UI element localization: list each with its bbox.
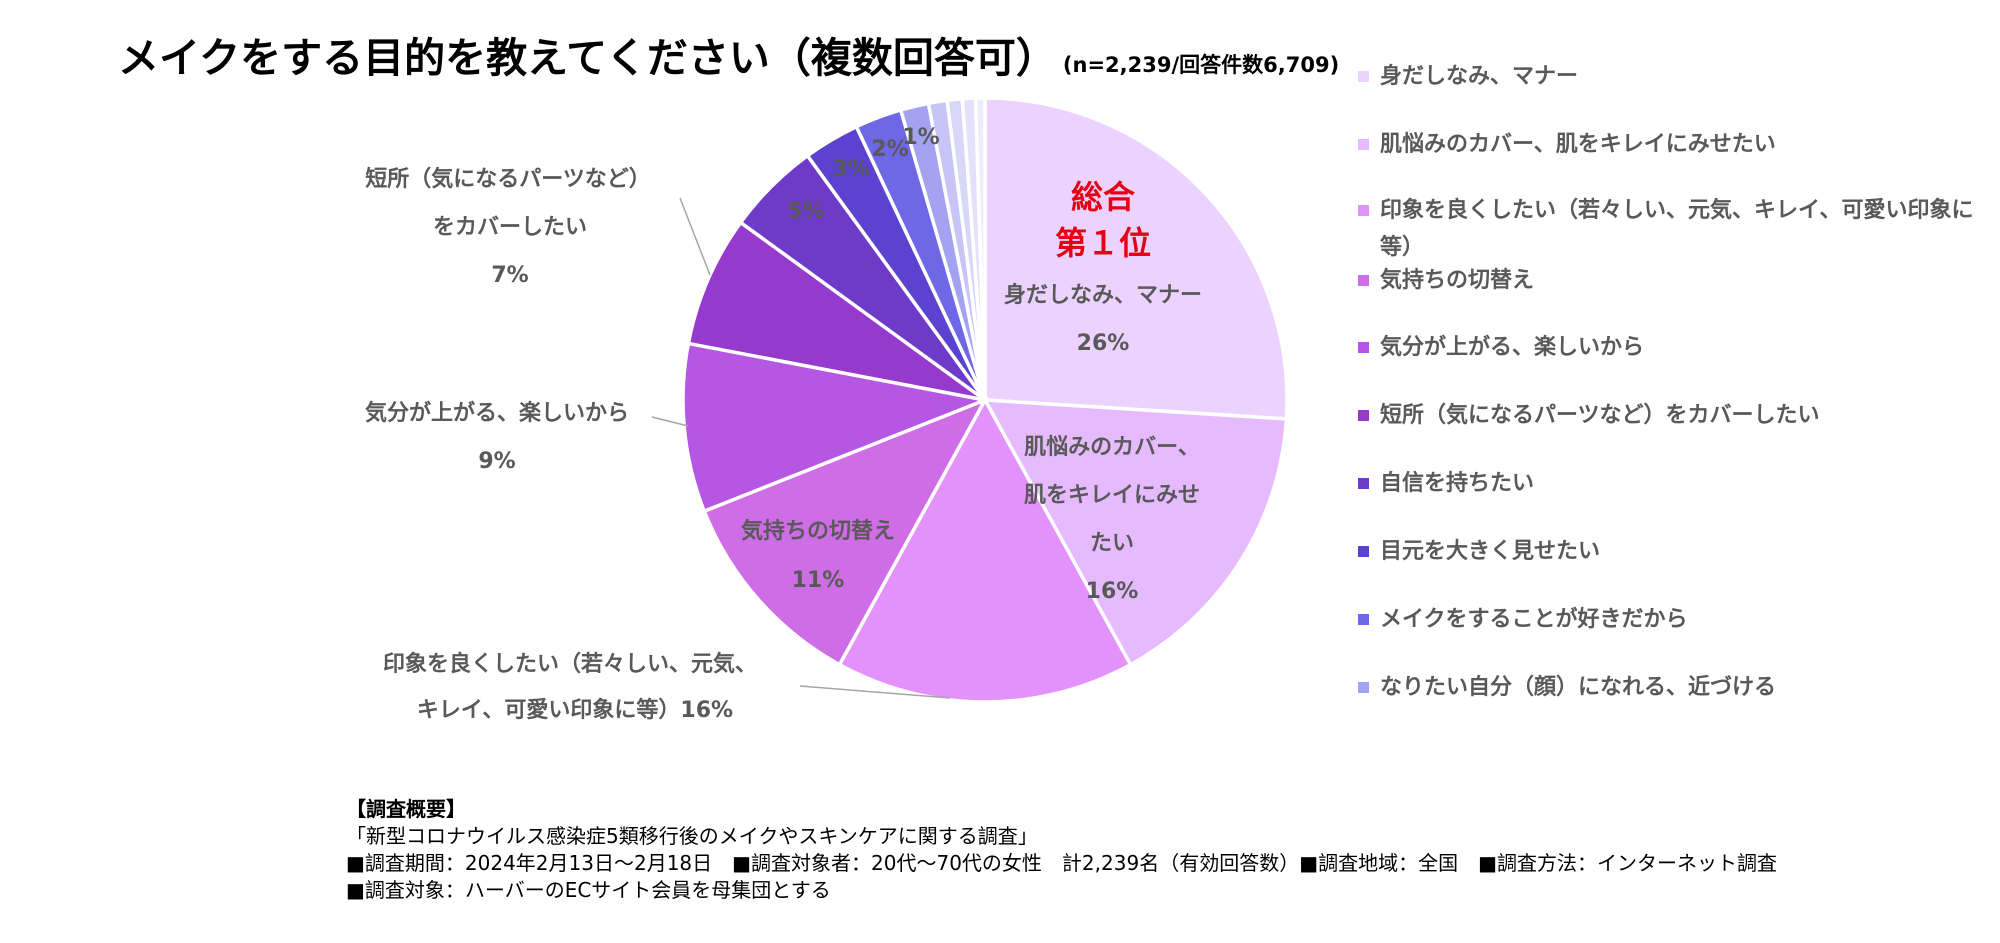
leader-line (651, 416, 689, 427)
slice-label: 気持ちの切替え (741, 518, 895, 544)
footer-heading: 【調査概要】 (346, 797, 466, 821)
legend-item: 気持ちの切替え (1358, 262, 1990, 299)
legend-label: 自信を持ちたい (1380, 471, 1535, 496)
legend-swatch (1358, 682, 1369, 693)
legend-swatch (1358, 614, 1369, 625)
slice-value-label: 16% (1086, 579, 1139, 604)
slice-label: 肌をキレイにみせ (1024, 483, 1200, 508)
legend-item: 身だしなみ、マナー (1358, 58, 1990, 95)
slice-value-label: 9% (478, 449, 515, 474)
pie-slice (981, 398, 1289, 668)
legend-swatch (1358, 410, 1369, 421)
slice-label: 肌悩みのカバー、 (1024, 435, 1200, 460)
survey-footer: 【調査概要】 「新型コロナウイルス感染症5類移行後のメイクやスキンケアに関する調… (346, 796, 1777, 904)
legend-label: 印象を良くしたい（若々しい、元気、キレイ、可愛い印象に等） (1380, 198, 1974, 260)
legend-swatch (1358, 205, 1369, 216)
leader-line (799, 685, 951, 699)
chart-subtitle: (n=2,239/回答件数6,709) (1062, 53, 1340, 77)
chart-title: メイクをする目的を教えてください（複数回答可） (118, 34, 1057, 82)
slice-label: 印象を良くしたい（若々しい、元気、 (383, 651, 757, 677)
winner-line-1: 総合 (1071, 178, 1135, 216)
footer-survey-name: 「新型コロナウイルス感染症5類移行後のメイクやスキンケアに関する調査」 (346, 824, 1038, 848)
slice-label: キレイ、可愛い印象に等）16% (417, 697, 733, 723)
slice-value-label: 11% (792, 568, 845, 593)
winner-line-2: 第１位 (1055, 224, 1151, 262)
slice-value-label: 2% (871, 137, 908, 162)
pie-slice (681, 341, 992, 514)
pie-slice (686, 220, 987, 402)
legend-item: 自信を持ちたい (1358, 465, 1990, 502)
slice-label: 身だしなみ、マナー (1004, 282, 1202, 308)
legend-label: なりたい自分（顔）になれる、近づける (1380, 675, 1777, 700)
legend-label: 目元を大きく見せたい (1380, 539, 1601, 564)
legend-item: 印象を良くしたい（若々しい、元気、キレイ、可愛い印象に等） (1358, 192, 1990, 266)
legend-item: なりたい自分（顔）になれる、近づける (1358, 669, 1990, 706)
chart-title-block: メイクをする目的を教えてください（複数回答可） (n=2,239/回答件数6,70… (118, 24, 1339, 84)
legend-swatch (1358, 342, 1369, 353)
legend-swatch (1358, 546, 1369, 557)
slice-label: たい (1090, 531, 1134, 556)
legend-swatch (1358, 478, 1369, 489)
footer-target: ■調査対象：ハーバーのECサイト会員を母集団とする (346, 878, 831, 902)
legend-label: 肌悩みのカバー、肌をキレイにみせたい (1380, 132, 1776, 157)
slice-label: 気分が上がる、楽しいから (365, 400, 629, 426)
legend-item: 短所（気になるパーツなど）をカバーしたい (1358, 397, 1990, 434)
legend-label: 短所（気になるパーツなど）をカバーしたい (1380, 403, 1820, 428)
slice-value-label: 7% (491, 263, 528, 288)
legend-label: メイクをすることが好きだから (1380, 607, 1688, 632)
legend-swatch (1358, 275, 1369, 286)
legend-label: 気分が上がる、楽しいから (1380, 335, 1645, 360)
legend-item: メイクをすることが好きだから (1358, 601, 1990, 638)
footer-period: ■調査期間：2024年2月13日～2月18日 ■調査対象者：20代～70代の女性… (346, 851, 1777, 875)
legend-label: 身だしなみ、マナー (1380, 64, 1579, 89)
legend-item: 気分が上がる、楽しいから (1358, 329, 1990, 366)
legend-swatch (1358, 139, 1369, 150)
legend-label: 気持ちの切替え (1380, 268, 1535, 293)
legend-item: 肌悩みのカバー、肌をキレイにみせたい (1358, 126, 1990, 163)
slice-value-label: 5% (787, 199, 824, 224)
pie-slice (701, 396, 989, 668)
slice-value-label: 3% (832, 157, 869, 182)
slice-label: 短所（気になるパーツなど） (365, 166, 651, 192)
slice-value-label: 26% (1077, 331, 1130, 356)
slice-value-label: 1% (902, 125, 939, 150)
pie-slice (837, 396, 1133, 704)
leader-line (679, 197, 711, 276)
legend-swatch (1358, 71, 1369, 82)
slice-label: をカバーしたい (433, 215, 587, 240)
pie-slice (973, 96, 987, 401)
legend-item: 目元を大きく見せたい (1358, 533, 1990, 570)
pie-slice (983, 96, 1289, 421)
